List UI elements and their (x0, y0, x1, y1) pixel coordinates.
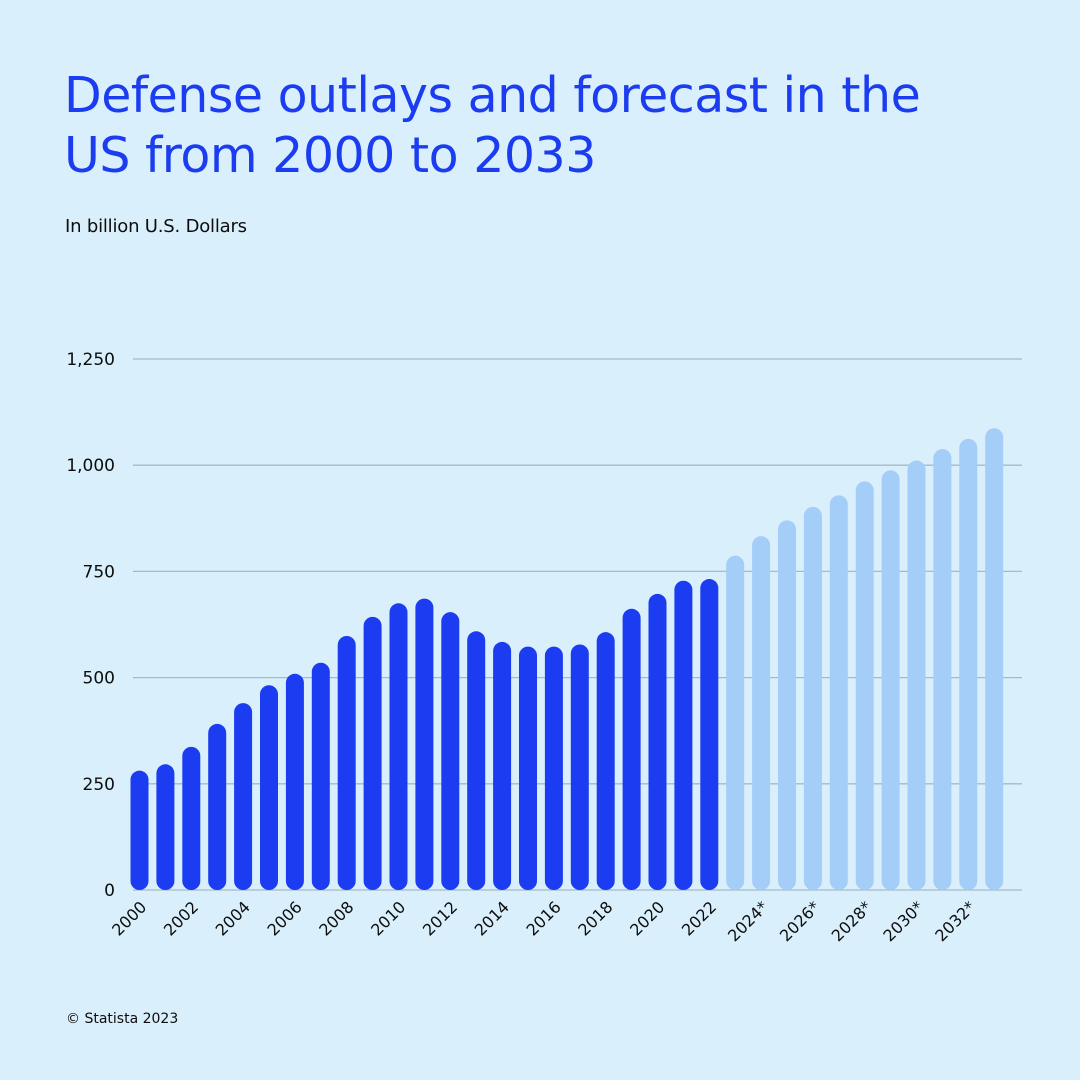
x-tick-label: 2016 (523, 897, 565, 939)
x-tick-label: 2006 (264, 897, 306, 939)
actual-bar-2012 (441, 612, 460, 890)
actual-bar-2004 (234, 703, 253, 890)
y-axis-ticks: 0 250 500 750 1,000 1,250 (66, 350, 115, 901)
x-tick-label: 2002 (160, 897, 202, 939)
forecast-bar-2029 (881, 470, 900, 890)
actual-bar-2019 (622, 608, 641, 890)
forecast-bar-2023 (726, 555, 745, 890)
actual-bar-2014 (493, 641, 512, 890)
forecast-bar-2033 (985, 428, 1004, 890)
x-tick-label: 2018 (574, 897, 616, 939)
x-tick-label: 2010 (367, 897, 409, 939)
x-tick-label: 2004 (212, 897, 254, 939)
chart-title: Defense outlays and forecast in the US f… (64, 67, 921, 184)
bars (130, 428, 1004, 890)
actual-bar-2011 (415, 598, 434, 890)
x-tick-label: 2014 (471, 897, 513, 939)
actual-bar-2002 (182, 746, 201, 890)
x-tick-label: 2030* (879, 897, 927, 945)
x-tick-label: 2032* (931, 897, 979, 945)
forecast-bar-2025 (778, 520, 796, 890)
actual-bar-2015 (519, 646, 537, 890)
x-tick-label: 2000 (108, 897, 150, 939)
x-tick-label: 2020 (626, 897, 668, 939)
forecast-bar-2028 (855, 481, 874, 890)
chart-subtitle: In billion U.S. Dollars (65, 216, 247, 237)
x-tick-label: 2024* (724, 897, 772, 945)
actual-bar-2022 (700, 579, 719, 890)
actual-bar-2003 (208, 723, 227, 890)
forecast-bar-2031 (933, 449, 952, 890)
y-tick-label: 1,250 (66, 350, 115, 370)
forecast-bar-2030 (907, 460, 926, 890)
actual-bar-2021 (674, 580, 693, 890)
actual-bar-2007 (311, 662, 330, 890)
forecast-bar-2032 (959, 438, 978, 890)
actual-bar-2016 (544, 646, 563, 890)
x-axis-ticks: 2000 2002 2004 2006 2008 2010 2012 2014 2016 2018… (108, 897, 979, 945)
forecast-bar-2027 (829, 495, 848, 890)
actual-bar-2008 (337, 635, 356, 890)
x-tick-label: 2012 (419, 897, 461, 939)
actual-bar-2005 (260, 685, 278, 890)
y-tick-label: 750 (83, 562, 115, 582)
actual-bar-2009 (363, 616, 382, 890)
y-tick-label: 500 (83, 669, 115, 689)
actual-bar-2017 (570, 644, 589, 890)
copyright-notice: © Statista 2023 (66, 1011, 179, 1027)
actual-bar-2000 (130, 770, 149, 890)
actual-bar-2006 (285, 673, 304, 890)
actual-bar-2001 (156, 764, 175, 890)
x-tick-label: 2008 (315, 897, 357, 939)
actual-bar-2020 (648, 593, 667, 890)
x-tick-label: 2026* (776, 897, 824, 945)
forecast-bar-2026 (803, 506, 822, 890)
actual-bar-2018 (596, 632, 615, 890)
y-tick-label: 0 (104, 881, 115, 901)
actual-bar-2013 (467, 631, 486, 890)
x-tick-label: 2028* (828, 897, 876, 945)
actual-bar-2010 (389, 603, 408, 890)
y-tick-label: 1,000 (66, 456, 115, 476)
forecast-bar-2024 (752, 536, 771, 890)
y-tick-label: 250 (83, 775, 115, 795)
x-tick-label: 2022 (678, 897, 720, 939)
